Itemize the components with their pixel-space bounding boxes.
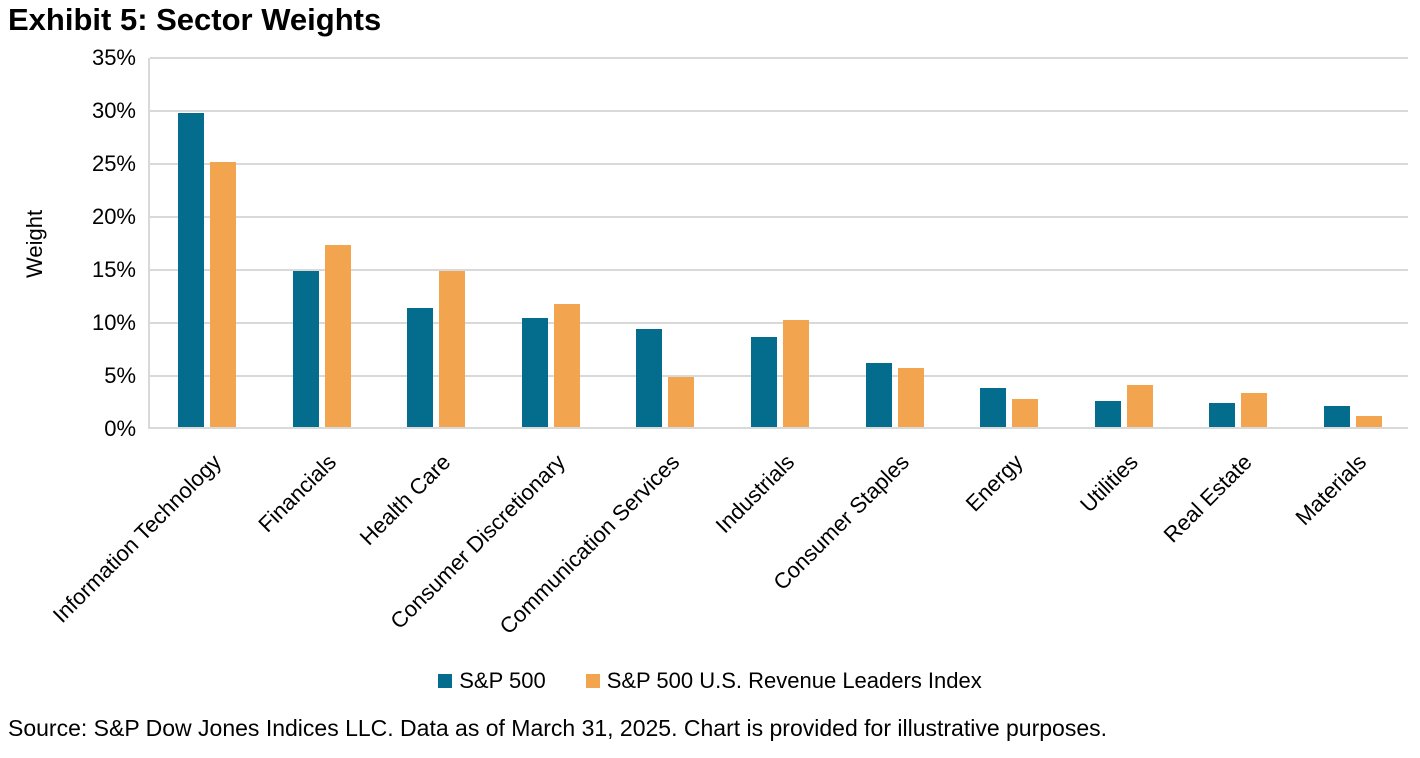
gridline [150,163,1408,165]
sp500-bar [521,317,548,427]
revenue-leaders-bar [1355,416,1382,427]
y-axis-tick-label: 35% [91,45,136,70]
revenue-leaders-bar [210,162,237,427]
y-axis-tick-label: 20% [91,204,136,229]
plot-area [148,57,1408,429]
sp500-bar [636,329,663,427]
x-axis-category-label: Industrials [710,449,799,538]
chart-title: Exhibit 5: Sector Weights [8,2,382,37]
sp500-bar [865,363,892,427]
source-note: Source: S&P Dow Jones Indices LLC. Data … [8,715,1108,741]
legend-label-revenue-leaders: S&P 500 U.S. Revenue Leaders Index [606,668,982,693]
sp500-bar [1323,405,1350,427]
gridline [150,110,1408,112]
y-axis-tick-label: 25% [91,151,136,176]
legend-item-sp500: S&P 500 [438,668,546,694]
x-axis-category-label: Real Estate [1159,449,1258,548]
sp500-bar [292,271,319,427]
gridline [150,375,1408,377]
x-axis-category-label: Materials [1290,449,1372,531]
revenue-leaders-bar [553,304,580,427]
y-axis-tick-label: 5% [104,363,136,388]
chart-legend: S&P 500 S&P 500 U.S. Revenue Leaders Ind… [0,668,1420,694]
revenue-leaders-bar [668,377,695,427]
revenue-leaders-bar [324,244,351,427]
y-axis-tick-label: 30% [91,98,136,123]
x-axis-category-label: Financials [253,449,341,538]
legend-item-revenue-leaders: S&P 500 U.S. Revenue Leaders Index [585,668,982,694]
revenue-leaders-bar [1241,393,1268,427]
revenue-leaders-legend-swatch-icon [585,674,600,688]
y-axis-tick-label: 0% [104,416,136,441]
revenue-leaders-bar [1126,384,1153,427]
revenue-leaders-bar [783,319,809,427]
y-axis-tick-label: 15% [91,257,136,282]
revenue-leaders-bar [1012,399,1039,427]
sp500-bar [1094,400,1121,427]
x-axis-category-label: Utilities [1074,449,1143,518]
x-axis-category-label: Information Technology [48,449,227,628]
gridline [150,322,1408,324]
revenue-leaders-bar [897,367,924,427]
x-axis-category-label: Energy [961,449,1029,517]
x-axis-category-label: Health Care [354,449,456,550]
gridline [150,57,1408,59]
sp500-legend-swatch-icon [438,674,453,688]
sp500-bar [751,336,777,427]
sp500-bar [980,387,1007,427]
sp500-bar [178,113,205,427]
y-axis-tick-label: 10% [91,310,136,335]
revenue-leaders-bar [439,271,466,427]
gridline [150,269,1408,271]
sp500-bar [1209,402,1236,427]
sp500-bar [407,308,434,427]
gridline [150,216,1408,218]
legend-label-sp500: S&P 500 [459,668,546,693]
